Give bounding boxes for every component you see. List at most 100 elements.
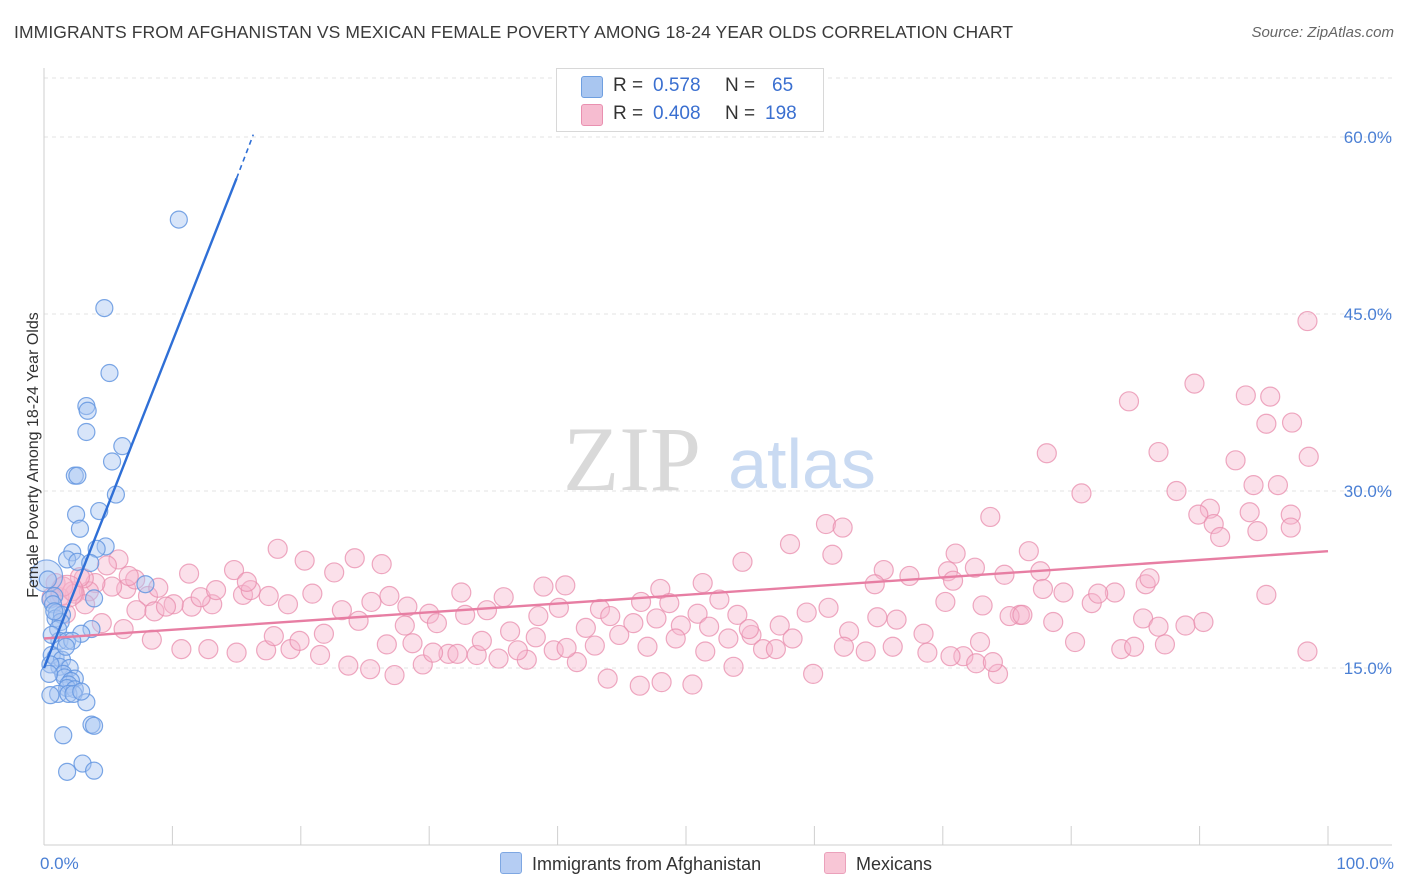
mexicans-point	[1260, 386, 1281, 407]
mexicans-point	[623, 613, 644, 634]
mexicans-point	[499, 621, 521, 642]
mexicans-point	[670, 615, 691, 636]
legend-row-mexicans: R = 0.408 N = 198	[557, 101, 823, 129]
mexicans-point	[236, 571, 257, 592]
afghanistan-point	[40, 664, 59, 684]
mexicans-point	[1118, 391, 1140, 412]
y-tick-label: 30.0%	[1344, 482, 1392, 501]
mexicans-point	[1154, 634, 1176, 655]
mexicans-point	[144, 601, 165, 622]
mexicans-point	[942, 570, 964, 591]
afghanistan-point	[70, 519, 90, 538]
mexicans-points	[41, 310, 1319, 696]
mexicans-point	[507, 640, 528, 661]
mexicans-point	[338, 655, 359, 676]
y-tick-labels: 15.0% 30.0% 45.0% 60.0%	[1344, 128, 1392, 678]
mexicans-point	[609, 624, 630, 646]
mexicans-point	[695, 641, 716, 662]
mexicans-point	[1053, 582, 1074, 603]
mexicans-point	[709, 589, 730, 610]
mexicans-point	[864, 574, 885, 595]
mexicans-point	[945, 543, 966, 564]
mexicans-trend-line	[43, 549, 1329, 640]
mexicans-point	[64, 583, 85, 604]
mexicans-point	[108, 549, 129, 570]
afghanistan-point	[38, 570, 57, 589]
mexicans-point	[1124, 636, 1145, 657]
mexicans-point	[982, 651, 1003, 673]
mexicans-point	[782, 628, 803, 649]
mexicans-point	[584, 635, 605, 656]
mexicans-point	[1193, 611, 1214, 633]
mexicans-point	[402, 633, 423, 654]
mexicans-point	[1012, 604, 1033, 626]
mexicans-point	[324, 562, 345, 583]
mexicans-point	[917, 642, 938, 663]
mexicans-point	[822, 544, 843, 565]
y-tick-label: 15.0%	[1344, 659, 1392, 678]
afghanistan-point	[66, 505, 86, 524]
mexicans-point	[1297, 641, 1318, 662]
mexicans-point	[987, 663, 1009, 685]
mexicans-point	[1071, 483, 1092, 504]
y-axis-label: Female Poverty Among 18-24 Year Olds	[25, 312, 42, 598]
mexicans-point	[348, 610, 369, 631]
mexicans-point	[1184, 373, 1205, 394]
mexicans-point	[533, 576, 554, 597]
mexicans-point	[1239, 502, 1260, 523]
watermark-zip: ZIP	[563, 408, 701, 510]
mexicans-point	[1139, 568, 1160, 589]
mexicans-point	[1088, 583, 1109, 604]
mexicans-point	[344, 548, 365, 569]
mexicans-point	[476, 600, 498, 621]
afghanistan-point	[73, 754, 92, 773]
correlation-legend: R = 0.578 N = 65 R = 0.408 N = 198	[556, 68, 824, 132]
mexicans-point	[832, 517, 853, 538]
mexicans-point	[360, 659, 381, 680]
mexicans-point	[125, 569, 146, 590]
mexicans-point	[803, 663, 824, 685]
mexicans-point	[815, 513, 837, 535]
mexicans-point	[309, 644, 331, 666]
legend-r-value: 0.408	[653, 103, 701, 124]
afghanistan-trend-line	[42, 177, 238, 669]
mexicans-point	[371, 554, 392, 575]
mexicans-point	[525, 627, 546, 648]
mexicans-point	[873, 559, 894, 581]
mexicans-point	[899, 565, 920, 587]
legend-n-label: N =	[725, 75, 756, 96]
mexicans-point	[451, 582, 472, 603]
mexicans-point	[137, 585, 159, 607]
mexicans-point	[1256, 584, 1277, 605]
afghanistan-trend-extension	[235, 134, 255, 179]
afghanistan-point	[77, 693, 96, 712]
mexicans-point	[882, 636, 903, 657]
mexicans-point	[969, 631, 991, 653]
mexicans-point	[379, 585, 400, 607]
mexicans-point	[101, 576, 123, 597]
mexicans-point	[1175, 615, 1196, 636]
afghanistan-point	[45, 602, 64, 621]
bottom-legend-mexicans: Mexicans	[824, 852, 932, 875]
mexicans-point	[1036, 443, 1057, 464]
legend-swatch-afghanistan	[581, 76, 603, 98]
mexicans-point	[659, 592, 680, 614]
afghanistan-points	[29, 210, 188, 781]
mexicans-point	[91, 613, 112, 634]
mexicans-point	[1043, 611, 1064, 633]
mexicans-point	[96, 555, 118, 576]
source-label: Source: ZipAtlas.com	[1251, 24, 1394, 41]
mexicans-point	[548, 597, 569, 618]
mexicans-point	[493, 587, 514, 608]
mexicans-point	[1298, 446, 1319, 467]
afghanistan-point	[72, 682, 91, 701]
mexicans-point	[267, 538, 288, 559]
x-tick-labels: 0.0% 100.0%	[40, 854, 1394, 873]
mexicans-point	[1135, 574, 1156, 595]
mexicans-point	[1104, 582, 1125, 603]
mexicans-point	[575, 617, 596, 638]
mexicans-point	[313, 623, 335, 644]
mexicans-point	[1243, 475, 1264, 496]
mexicans-point	[1203, 513, 1224, 535]
